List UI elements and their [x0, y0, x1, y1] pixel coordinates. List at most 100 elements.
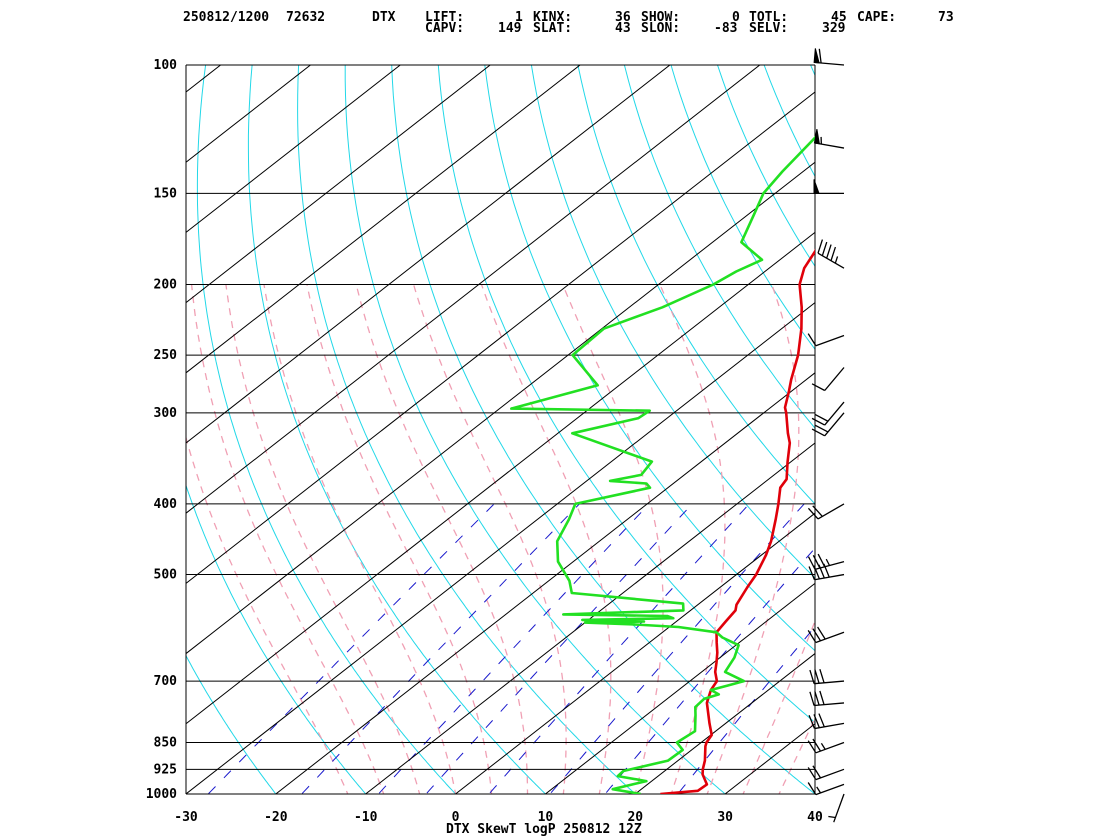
header-capv-value: 149	[498, 21, 522, 36]
isotherm-line	[186, 65, 491, 304]
wind-barb-full	[819, 690, 825, 705]
wind-barb	[807, 765, 845, 781]
wind-barb	[809, 668, 845, 685]
wind-barb-flag	[813, 128, 820, 145]
wind-barb-full	[830, 246, 837, 261]
pressure-tick-label: 400	[154, 497, 178, 512]
moist-adiabat-line	[778, 716, 815, 794]
wind-barb-full	[809, 691, 815, 706]
header-kinx-value: 36	[615, 10, 631, 25]
wind-barb	[813, 179, 844, 195]
wind-barb-full	[812, 505, 823, 517]
temperature-tick-label: -20	[264, 810, 288, 825]
dry-adiabat-line	[942, 49, 1120, 810]
moist-adiabat-line	[186, 435, 349, 794]
moist-adiabat-line	[263, 284, 457, 794]
dry-adiabat-line	[810, 65, 815, 77]
wind-barb-flag	[813, 48, 820, 64]
dry-adiabat-line	[186, 654, 277, 794]
wind-barb-full	[811, 417, 826, 426]
mixing-ratio-line	[377, 503, 650, 794]
moist-adiabat-line	[412, 284, 567, 794]
moist-adiabat-line	[190, 284, 385, 794]
wind-barb	[807, 503, 845, 520]
isotherm-line	[186, 65, 402, 234]
wind-barb-half	[816, 786, 822, 794]
pressure-tick-label: 200	[154, 277, 178, 292]
header-totl-label: TOTL:	[749, 10, 789, 25]
moist-adiabat-line	[814, 792, 815, 794]
wind-barb-full	[809, 669, 815, 684]
mixing-ratio-line	[677, 625, 815, 794]
dry-adiabat-line	[437, 65, 815, 724]
header-slat-value: 43	[615, 21, 631, 36]
dry-adiabat-line	[247, 65, 547, 794]
header-slon-label: SLON:	[641, 21, 681, 36]
wind-barb-staff	[815, 768, 845, 781]
isotherm-line	[454, 512, 815, 794]
wind-barb-staff	[824, 367, 845, 391]
header-slon-value: -83	[714, 21, 738, 36]
dewpoint-trace	[510, 135, 815, 794]
wind-barb-full	[807, 556, 816, 570]
wind-barb-full	[811, 383, 826, 392]
isotherm-line	[0, 49, 152, 810]
isotherm-line	[814, 793, 815, 794]
dry-adiabat-line	[196, 65, 457, 794]
wind-barbs	[807, 48, 845, 823]
dry-adiabat-line	[577, 65, 815, 505]
dry-adiabat-line	[670, 65, 815, 351]
wind-barb-staff	[814, 722, 845, 730]
header-capv-label: CAPV:	[425, 21, 465, 36]
header-show-value: 0	[732, 10, 740, 25]
wind-barb-full	[817, 239, 824, 254]
isotherm-line	[186, 91, 815, 585]
header-kinx-label: KINX:	[533, 10, 573, 25]
temperature-tick-label: 20	[627, 810, 643, 825]
isotherm-line	[186, 231, 815, 725]
wind-barb-full	[814, 424, 829, 433]
mixing-ratio-line	[301, 503, 580, 794]
wind-barb	[808, 713, 845, 730]
dry-adiabat-line	[716, 65, 815, 268]
sounding-traces	[510, 135, 815, 794]
temperature-tick-label: 10	[538, 810, 554, 825]
moist-adiabat-line	[480, 284, 612, 794]
wind-barb	[807, 553, 845, 571]
wind-barb	[811, 401, 845, 426]
wind-barb	[811, 367, 845, 392]
wind-barb-flag	[813, 179, 820, 194]
wind-barb-full	[812, 555, 821, 569]
chart-footer-title: DTX SkewT logP 250812 12Z	[446, 822, 642, 837]
wind-barb	[813, 128, 845, 149]
moist-adiabat-line	[355, 284, 529, 794]
isotherm-line	[275, 372, 815, 794]
temperature-tick-label: -30	[174, 810, 198, 825]
dry-adiabat-line	[896, 49, 1120, 810]
moist-adiabat-line	[225, 284, 421, 794]
temperature-tick-label: 30	[717, 810, 733, 825]
pressure-tick-label: 100	[154, 58, 178, 73]
wind-barb	[809, 690, 845, 707]
mixing-ratio-line	[549, 503, 805, 794]
temperature-tick-label: -10	[354, 810, 378, 825]
dry-adiabat-line	[186, 484, 367, 794]
header-lift-label: LIFT:	[425, 10, 465, 25]
header-station: DTX	[372, 10, 396, 25]
dry-adiabat-line	[850, 49, 1120, 810]
isotherm-line	[186, 65, 671, 444]
wind-barb-full	[811, 428, 826, 437]
wind-barb-half	[820, 742, 826, 750]
isotherm-line	[364, 442, 815, 794]
dry-adiabat-line	[391, 65, 815, 794]
header-selv-value: 329	[822, 21, 846, 36]
isotherm-line	[186, 65, 312, 163]
dry-adiabat-line	[988, 49, 1120, 810]
header-station-id: 72632	[286, 10, 326, 25]
header-totl-value: 45	[831, 10, 847, 25]
pressure-tick-label: 250	[154, 348, 178, 363]
wind-barb-full	[814, 413, 829, 422]
dry-adiabat-line	[623, 65, 815, 429]
wind-barb-full	[807, 333, 817, 347]
wind-barb	[811, 412, 845, 437]
